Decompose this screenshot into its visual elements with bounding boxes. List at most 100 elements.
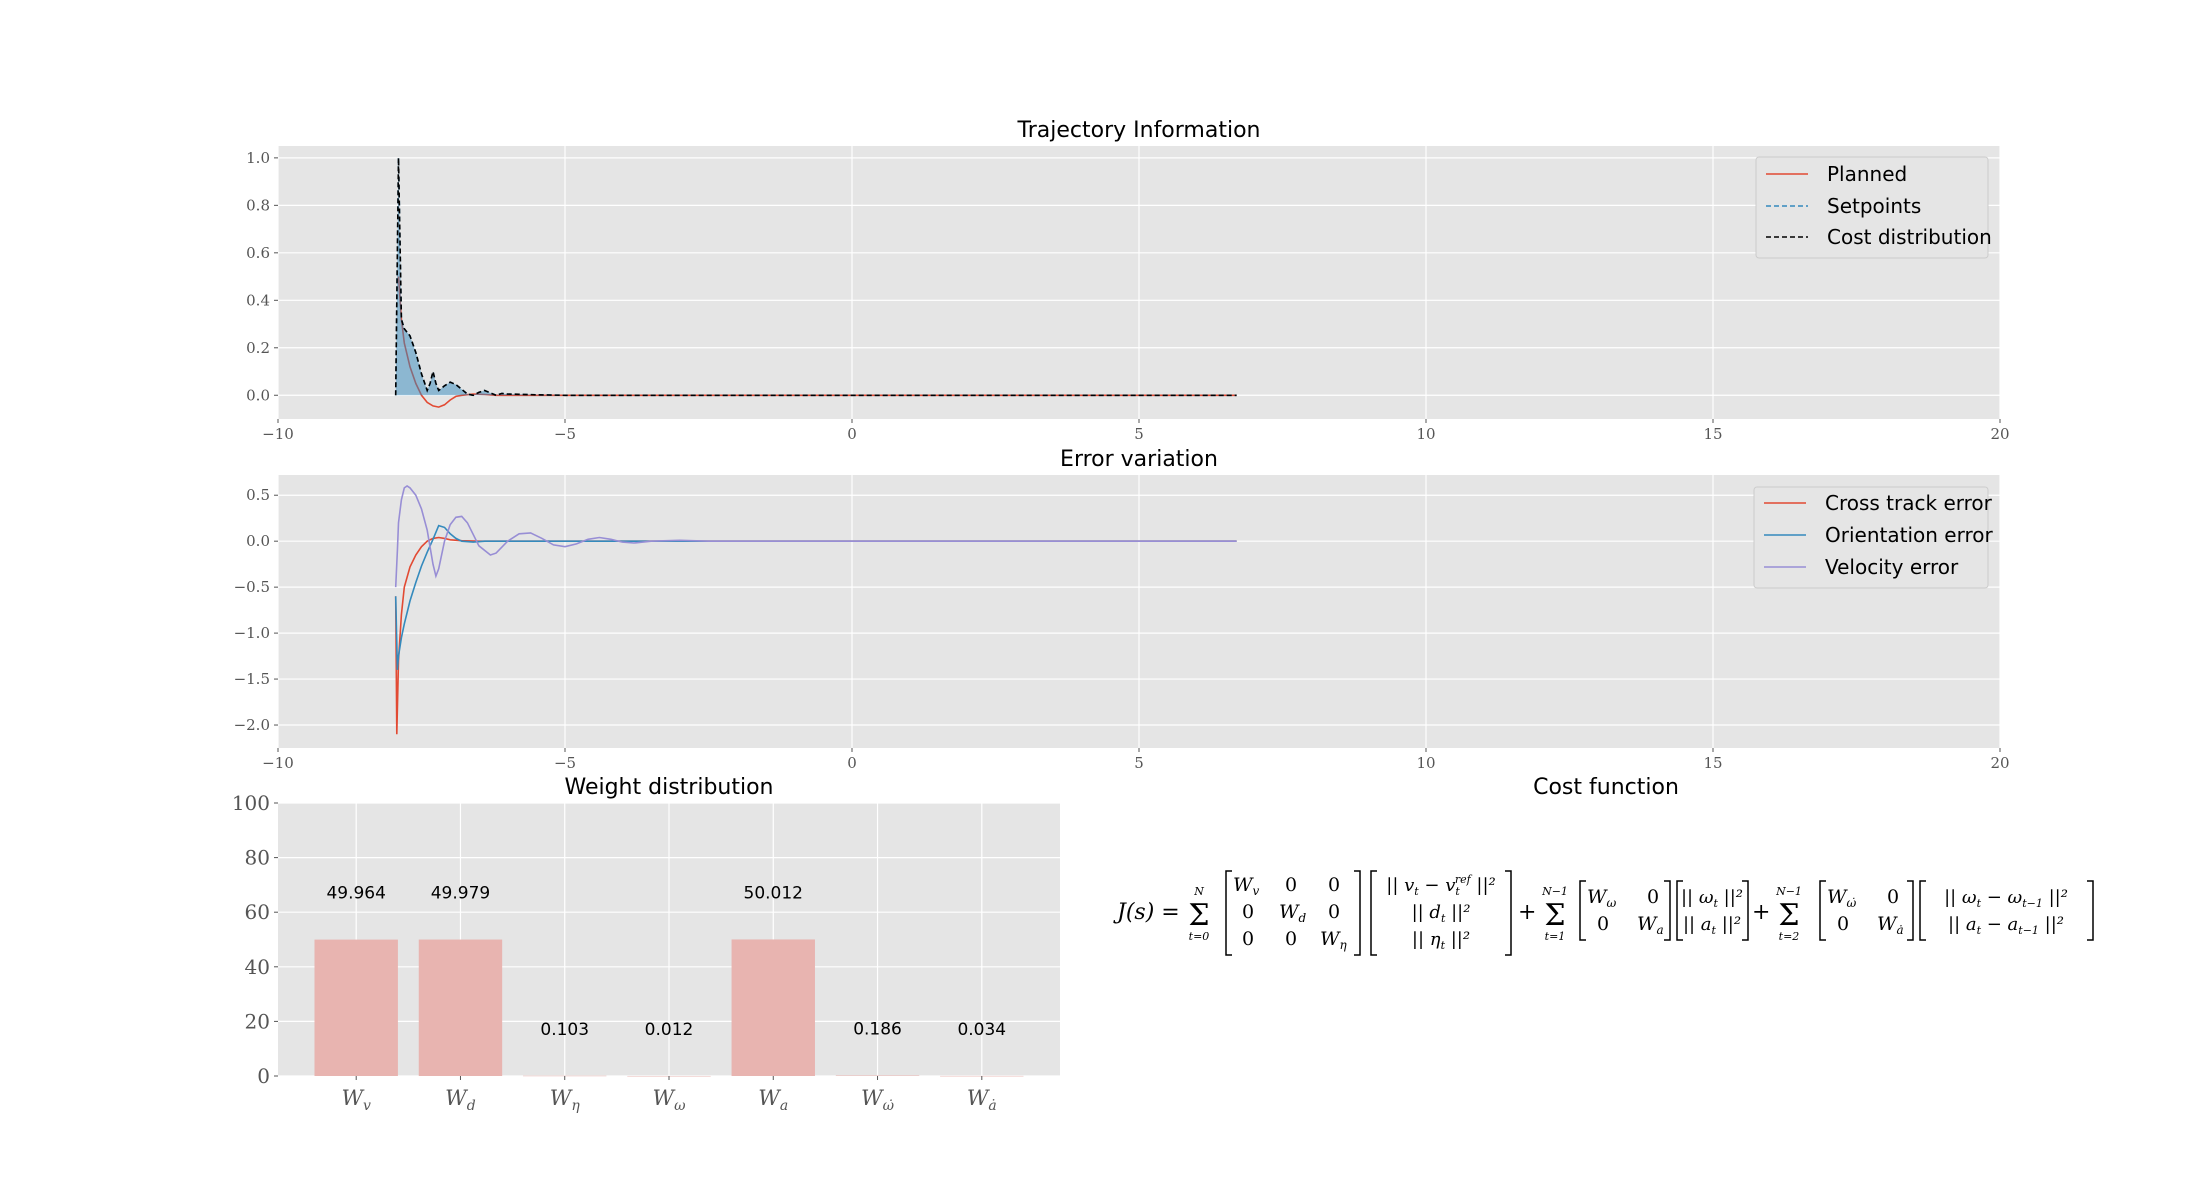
svg-text:Wη: Wη [1320,928,1348,952]
trajectory-x-tick-label: 10 [1416,425,1435,443]
svg-text:0: 0 [1647,886,1659,908]
svg-text:0: 0 [1242,901,1254,923]
svg-text:0: 0 [1285,874,1297,896]
svg-text:|| ωt ||²: || ωt ||² [1681,887,1743,910]
error-x-tick-label: 5 [1134,754,1144,772]
weight-bars [314,939,1024,1077]
svg-text:0: 0 [1328,901,1340,923]
trajectory-y-ticks: 0.0 0.2 0.4 0.6 0.8 1.0 [246,149,278,404]
error-y-tick-label: −1.5 [234,670,270,688]
equation-weight-matrix-3: Wω̇ 0 0 Wȧ [1819,880,1914,941]
equation-sum-1: N Σ t=0 [1188,885,1209,943]
weight-y-tick-label: 60 [245,900,270,924]
trajectory-x-tick-label: −5 [554,425,576,443]
trajectory-x-ticks: −10 −5 0 5 10 15 20 [262,419,2010,443]
error-y-tick-label: −0.5 [234,578,270,596]
svg-text:Σ: Σ [1778,898,1799,933]
svg-text:0: 0 [1285,928,1297,950]
weight-data-labels: 49.964 49.979 0.103 0.012 50.012 0.186 0.034 [326,884,1006,1041]
equation-sum-2: N−1 Σ t=1 [1541,885,1568,943]
weight-x-tick-label: Wd [445,1086,476,1114]
weight-bar [731,939,815,1076]
trajectory-x-tick-label: −10 [262,425,294,443]
equation-weight-matrix-1: Wv 0 0 0 Wd 0 0 0 Wη [1225,870,1361,956]
error-x-ticks: −10 −5 0 5 10 15 20 [262,748,2010,772]
svg-text:t=0: t=0 [1189,930,1210,943]
weight-x-tick-label: Wa [758,1086,788,1114]
trajectory-y-tick-label: 0.6 [246,244,270,262]
trajectory-x-tick-label: 0 [847,425,857,443]
trajectory-legend-box [1755,156,1989,259]
weight-y-tick-label: 0 [257,1064,270,1088]
svg-text:Wv: Wv [1233,874,1260,898]
svg-text:Wȧ: Wȧ [1877,913,1904,937]
equation-plus-2: + [1752,900,1770,925]
svg-text:Wd: Wd [1279,901,1307,925]
trajectory-legend: Planned Setpoints Cost distribution [1755,156,1992,259]
weight-bar [314,939,398,1076]
svg-text:Wa: Wa [1637,913,1664,937]
error-y-tick-label: −1.0 [234,624,270,642]
weight-bar [418,939,503,1076]
svg-text:t=2: t=2 [1779,930,1800,943]
trajectory-series [394,157,1237,408]
weight-data-label: 0.186 [853,1020,902,1040]
weight-x-tick-label: Wω̇ [861,1086,895,1114]
weight-x-tick-label: Wȧ [967,1086,997,1114]
cost-function-title: Cost function [1533,775,1679,800]
equation-weight-matrix-2: Wω 0 0 Wa [1579,880,1671,941]
weight-data-label: 50.012 [744,884,803,904]
weight-y-tick-label: 100 [232,791,270,815]
svg-text:0: 0 [1328,874,1340,896]
error-legend-box [1753,486,1989,589]
svg-text:|| at ||²: || at ||² [1683,914,1741,937]
svg-text:|| ωt − ωt−1 ||²: || ωt − ωt−1 ||² [1944,887,2068,910]
trajectory-title: Trajectory Information [1017,118,1261,143]
error-x-tick-label: −10 [262,754,294,772]
equation-error-vector-2: || ωt ||² || at ||² [1676,880,1749,941]
weight-panel: 49.964 49.979 0.103 0.012 50.012 0.186 0.034 W… [232,775,1060,1114]
weight-bar [835,1075,920,1076]
error-x-tick-label: 20 [1990,754,2009,772]
weight-bar [523,1075,607,1077]
equation-error-vector-1: || vt − vtref ||² || dt ||² || ηt ||² [1370,870,1512,956]
legend-cross-track-label: Cross track error [1825,491,1993,515]
trajectory-panel: −10 −5 0 5 10 15 20 0.0 0.2 0.4 0.6 0.8 1.0 Traject… [246,118,2009,443]
weight-y-tick-label: 80 [245,846,270,870]
weight-data-label: 0.012 [645,1020,694,1040]
weight-y-tick-label: 20 [245,1009,270,1033]
svg-text:Σ: Σ [1544,898,1565,933]
error-x-tick-label: −5 [554,754,576,772]
legend-planned-label: Planned [1827,162,1907,186]
legend-setpoints-label: Setpoints [1827,194,1921,218]
error-panel: −10 −5 0 5 10 15 20 −2.0 −1.5 −1.0 −0.5 0.0 0.5 Err… [234,447,2010,772]
equation-sum-3: N−1 Σ t=2 [1775,885,1802,943]
svg-text:N−1: N−1 [1775,885,1802,898]
legend-orientation-label: Orientation error [1825,523,1993,547]
svg-text:|| ηt ||²: || ηt ||² [1412,929,1470,952]
trajectory-x-tick-label: 20 [1990,425,2009,443]
error-series-2-line [394,485,1237,588]
weight-data-label: 49.964 [326,884,385,904]
svg-text:Σ: Σ [1188,898,1209,933]
weight-x-tick-label: Wω [652,1086,686,1114]
weight-x-tick-label: Wη [550,1086,581,1114]
error-title: Error variation [1060,447,1218,472]
cost-function-equation: J(s) = N Σ t=0 Wv 0 0 0 Wd 0 0 0 Wη [1113,870,2094,956]
trajectory-y-tick-label: 0.2 [246,339,270,357]
weight-x-ticks: Wv Wd Wη Wω Wa Wω̇ Wȧ [341,1076,997,1114]
error-x-tick-label: 10 [1416,754,1435,772]
trajectory-y-tick-label: 1.0 [246,149,270,167]
svg-text:|| dt ||²: || dt ||² [1412,902,1471,925]
equation-plus-1: + [1518,900,1536,925]
equation-lhs: J(s) = [1113,900,1180,925]
trajectory-y-tick-label: 0.0 [246,386,270,404]
weight-title: Weight distribution [564,775,773,800]
error-series [394,485,1237,735]
error-series-1-line [394,524,1237,670]
error-x-tick-label: 15 [1703,754,1722,772]
svg-text:N−1: N−1 [1541,885,1568,898]
trajectory-x-tick-label: 5 [1134,425,1144,443]
error-x-tick-label: 0 [847,754,857,772]
